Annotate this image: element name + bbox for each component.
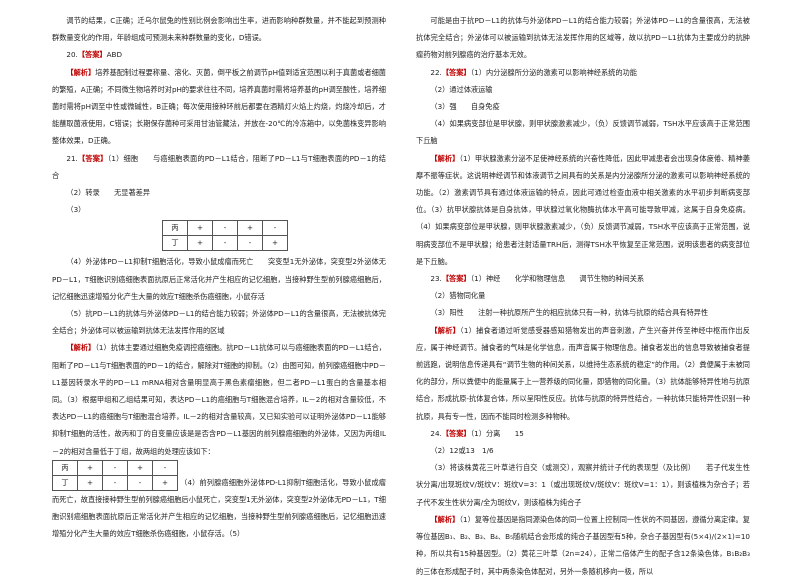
answer-tag: 【答案】 xyxy=(77,153,108,163)
answer-tag: 【解析】 xyxy=(430,325,461,335)
paragraph: 调节的结果，C正确；迁乌尔鼠兔的性别比例会影响出生率，进而影响种群数量，并不能起… xyxy=(52,12,386,46)
paragraph-text: （1）复等位基因是指同源染色体的同一位置上控制同一性状的不同基因，遵循分离定律。… xyxy=(416,514,750,576)
answer-tag: 【答案】 xyxy=(441,274,471,284)
table-row: 丁 + - - + xyxy=(162,235,288,252)
paragraph: 可能是由于抗PD－L1的抗体与外泌体PD－L1的结合能力较弱；外泌体PD－L1的… xyxy=(416,12,750,64)
paragraph-text: （1）细胞 与癌细胞表面的PD－L1结合，阻断了PD－L1与T细胞表面的PD－1… xyxy=(52,153,386,180)
answer-tag: 【解析】 xyxy=(66,343,96,353)
table-cell: - xyxy=(102,459,128,476)
paragraph-text: （2）猎物同化量 xyxy=(430,291,486,301)
table-cell: + xyxy=(127,459,153,476)
answer-tag: 【解析】 xyxy=(430,514,460,524)
table-cell: + xyxy=(187,220,213,237)
paragraph: 【解析】培养基配制过程要称量、溶化、灭菌，倒平板之前调节pH值到适宜范围以利于真… xyxy=(52,64,386,150)
paragraph: 20.【答案】ABD xyxy=(52,46,386,63)
paragraph: 22.【答案】（1）内分泌腺所分泌的激素可以影响神经系统的功能 xyxy=(416,64,750,81)
table-cell: + xyxy=(262,235,288,252)
paragraph-text: 培养基配制过程要称量、溶化、灭菌，倒平板之前调节pH值到适宜范围以利于真菌或者细… xyxy=(52,67,386,146)
paragraph-text: （4）外泌体PD－L1抑制T细胞活化，导致小鼠成瘤而死亡 突变型1无外泌体，突变… xyxy=(52,257,386,301)
table-cell: 丙 xyxy=(52,459,78,476)
paragraph: 【解析】（1）捕食者通过听觉感受器感知猎物发出的声音刺激，产生兴奋并传至神经中枢… xyxy=(416,322,750,425)
paragraph: （4）如果病变部位是甲状腺，则甲状腺激素减少，（负）反馈调节减弱，TSH水平应该… xyxy=(416,115,764,149)
table-cell: 丁 xyxy=(52,474,78,491)
table-cell: 丁 xyxy=(162,235,188,252)
paragraph: （3）阳性 注射一种抗原所产生的相应抗体只有一种，抗体与抗原的结合具有特异性 xyxy=(416,304,750,321)
table-cell: + xyxy=(77,474,103,491)
answer-tag: 【答案】 xyxy=(441,428,471,438)
table-cell: - xyxy=(127,474,153,491)
table-cell: + xyxy=(237,220,263,237)
page: 调节的结果，C正确；迁乌尔鼠兔的性别比例会影响出生率，进而影响种群数量，并不能起… xyxy=(52,12,764,576)
paragraph: （4）外泌体PD－L1抑制T细胞活化，导致小鼠成瘤而死亡 突变型1无外泌体，突变… xyxy=(52,253,386,305)
paragraph: 【解析】（1）复等位基因是指同源染色体的同一位置上控制同一性状的不同基因，遵循分… xyxy=(416,511,750,580)
paragraph: 24.【答案】（1）分离 15 xyxy=(416,425,750,442)
answer-tag: 【答案】 xyxy=(77,50,107,60)
table-cell: + xyxy=(152,474,178,491)
paragraph: 23.【答案】（1）神经 化学和物理信息 调节生物的种间关系 xyxy=(416,270,750,287)
paragraph: 【解析】（1）抗体主要通过细胞免疫调控癌细胞。抗PD－L1抗体可以与癌细胞表面的… xyxy=(52,339,386,459)
paragraph: 【解析】（1）甲状腺激素分泌不足使神经系统的兴奋性降低，因此甲减患者会出现身体疲… xyxy=(416,150,750,270)
paragraph-text: （1）抗体主要通过细胞免疫调控癌细胞。抗PD－L1抗体可以与癌细胞表面的PD－L… xyxy=(52,343,386,456)
paragraph-text: （1）分离 15 xyxy=(470,428,524,438)
table-cell: - xyxy=(212,235,238,252)
left-column: 调节的结果，C正确；迁乌尔鼠兔的性别比例会影响出生率，进而影响种群数量，并不能起… xyxy=(52,12,386,542)
paragraph: （3）将该株黄花三叶草进行自交（或测交），观察并统计子代的表现型（及比例） 若子… xyxy=(416,459,750,511)
table-row: 丁 + - - + xyxy=(52,474,178,491)
paragraph: （2）12或13 1/6 xyxy=(416,442,750,459)
data-table: 丙 + - + - 丁 + - - + xyxy=(52,459,178,491)
answer-tag: 【解析】 xyxy=(430,153,460,163)
table-cell: - xyxy=(212,220,238,237)
question-number: 22. xyxy=(430,67,442,77)
paragraph-text: ABD xyxy=(106,50,122,60)
paragraph: （2）转录 无显著差异 xyxy=(52,184,386,201)
question-number: 24. xyxy=(430,428,442,438)
data-table: 丙 + - + - 丁 + - - + xyxy=(162,220,288,252)
paragraph-text: （4）如果病变部位是甲状腺，则甲状腺激素减少，（负）反馈调节减弱，TSH水平应该… xyxy=(416,119,765,146)
right-column: 可能是由于抗PD－L1的抗体与外泌体PD－L1的结合能力较弱；外泌体PD－L1的… xyxy=(416,12,764,580)
paragraph-text: 可能是由于抗PD－L1的抗体与外泌体PD－L1的结合能力较弱；外泌体PD－L1的… xyxy=(416,16,750,60)
table-cell: - xyxy=(262,220,288,237)
paragraph: （3）强 自身免疫 xyxy=(416,98,750,115)
table-row: 丙 + - + - xyxy=(162,220,288,237)
paragraph-text: （3） xyxy=(66,205,86,215)
paragraph-text: （3）强 自身免疫 xyxy=(430,102,500,112)
table-cell: 丙 xyxy=(162,220,188,237)
table-cell: + xyxy=(187,235,213,252)
paragraph-text: （1）神经 化学和物理信息 调节生物的种间关系 xyxy=(470,274,645,284)
question-number: 23. xyxy=(430,274,442,284)
paragraph: 丙 + - + - 丁 + - - + （4）前列腺癌细胞外泌体PD-L1抑制T细胞活化，导致小鼠成… xyxy=(52,459,386,543)
paragraph-text: （1）甲状腺激素分泌不足使神经系统的兴奋性降低，因此甲减患者会出现身体疲倦、精神… xyxy=(416,153,750,266)
table-cell: + xyxy=(77,459,103,476)
answer-tag: 【解析】 xyxy=(66,67,96,77)
paragraph-text: （1）捕食者通过听觉感受器感知猎物发出的声音刺激，产生兴奋并传至神经中枢而作出反… xyxy=(416,325,750,421)
paragraph-text: 调节的结果，C正确；迁乌尔鼠兔的性别比例会影响出生率，进而影响种群数量，并不能起… xyxy=(52,16,386,43)
paragraph-text: （3）阳性 注射一种抗原所产生的相应抗体只有一种，抗体与抗原的结合具有特异性 xyxy=(430,308,709,318)
paragraph: （3） xyxy=(52,201,386,218)
paragraph-text: （2）12或13 1/6 xyxy=(430,446,494,456)
answer-tag: 【答案】 xyxy=(441,67,471,77)
paragraph: （2）猎物同化量 xyxy=(416,287,750,304)
table-row: 丙 + - + - xyxy=(52,459,178,476)
table-wrap: 丙 + - + - 丁 + - - + xyxy=(52,218,386,253)
paragraph-text: （2）通过体液运输 xyxy=(430,84,493,94)
paragraph: （2）通过体液运输 xyxy=(416,81,750,98)
table-cell: - xyxy=(237,235,263,252)
table-cell: - xyxy=(152,459,178,476)
paragraph-text: （2）转录 无显著差异 xyxy=(66,188,151,198)
question-number: 21. xyxy=(66,153,78,163)
question-number: 20. xyxy=(66,50,78,60)
paragraph-text: （3）将该株黄花三叶草进行自交（或测交），观察并统计子代的表现型（及比例） 若子… xyxy=(416,463,750,507)
table-cell: - xyxy=(102,474,128,491)
paragraph-text: （5）抗PD－L1的抗体与外泌体PD－L1的结合能力较弱；外泌体PD－L1的含量… xyxy=(52,309,386,336)
paragraph: 21.【答案】（1）细胞 与癌细胞表面的PD－L1结合，阻断了PD－L1与T细胞… xyxy=(52,150,386,184)
paragraph-text: （1）内分泌腺所分泌的激素可以影响神经系统的功能 xyxy=(470,67,637,77)
paragraph-text: （4）前列腺癌细胞外泌体PD-L1抑制T细胞活化，导致小鼠成瘤而死亡，故直接接种… xyxy=(52,477,386,539)
paragraph: （5）抗PD－L1的抗体与外泌体PD－L1的结合能力较弱；外泌体PD－L1的含量… xyxy=(52,305,386,339)
